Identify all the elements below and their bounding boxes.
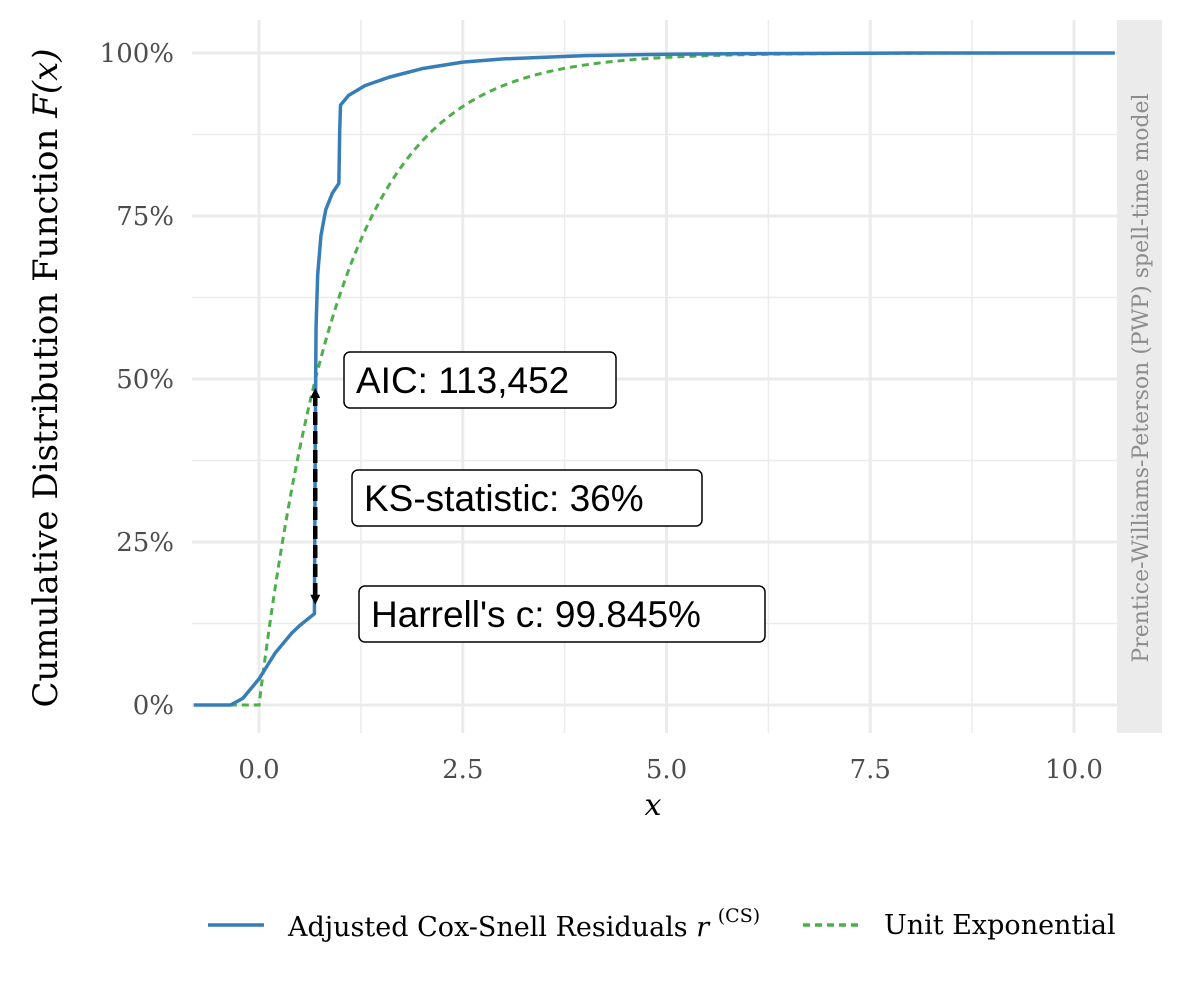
- y-tick-label: 25%: [116, 528, 174, 558]
- annotation-ks-label: KS-statistic: 36%: [351, 469, 703, 527]
- annotation-harrell-box: [358, 585, 766, 643]
- y-axis-title-text: Cumulative Distribution Function: [26, 129, 66, 708]
- x-axis-title: x: [645, 788, 662, 823]
- x-tick-label: 10.0: [1045, 755, 1103, 785]
- annotation-ks-box: [351, 469, 703, 527]
- annotation-ks-text: KS-statistic: 36%: [364, 478, 644, 519]
- annotation-aic-text: AIC: 113,452: [356, 360, 569, 401]
- annotation-aic-label: AIC: 113,452: [343, 351, 617, 409]
- series-layer: [193, 51, 1115, 707]
- y-tick-label: 100%: [100, 39, 174, 69]
- legend-label-exponential: Unit Exponential: [884, 910, 1116, 941]
- x-tick-label: 0.0: [238, 755, 279, 785]
- facet-strip-background: [1117, 20, 1162, 733]
- x-tick-labels: 0.0 2.5 5.0 7.5 10.0: [238, 755, 1103, 785]
- legend-label-residuals: Adjusted Cox-Snell Residuals r (CS): [287, 905, 760, 943]
- x-tick-label: 2.5: [442, 755, 483, 785]
- annotation-aic-box: [343, 351, 617, 409]
- legend: Adjusted Cox-Snell Residuals r (CS) Unit…: [208, 905, 1116, 943]
- y-tick-label: 0%: [133, 691, 174, 721]
- facet-strip: Prentice-Williams-Peterson (PWP) spell-t…: [1117, 20, 1162, 733]
- y-axis-title: Cumulative Distribution Function F(x): [26, 48, 66, 707]
- y-tick-labels: 0% 25% 50% 75% 100%: [100, 39, 174, 721]
- facet-strip-label: Prentice-Williams-Peterson (PWP) spell-t…: [1129, 93, 1154, 662]
- y-tick-label: 75%: [116, 202, 174, 232]
- x-tick-label: 7.5: [850, 755, 891, 785]
- x-tick-label: 5.0: [646, 755, 687, 785]
- y-tick-label: 50%: [116, 365, 174, 395]
- legend-label-residuals-text: Adjusted Cox-Snell Residuals: [287, 912, 696, 943]
- legend-label-residuals-math: r: [696, 912, 711, 943]
- legend-label-residuals-sup: (CS): [718, 905, 760, 927]
- annotation-harrell-label: Harrell's c: 99.845%: [358, 585, 766, 643]
- annotation-harrell-text: Harrell's c: 99.845%: [371, 594, 701, 635]
- y-axis-title-math: F(x): [26, 48, 66, 118]
- series-cox-snell-residuals: [193, 51, 1115, 707]
